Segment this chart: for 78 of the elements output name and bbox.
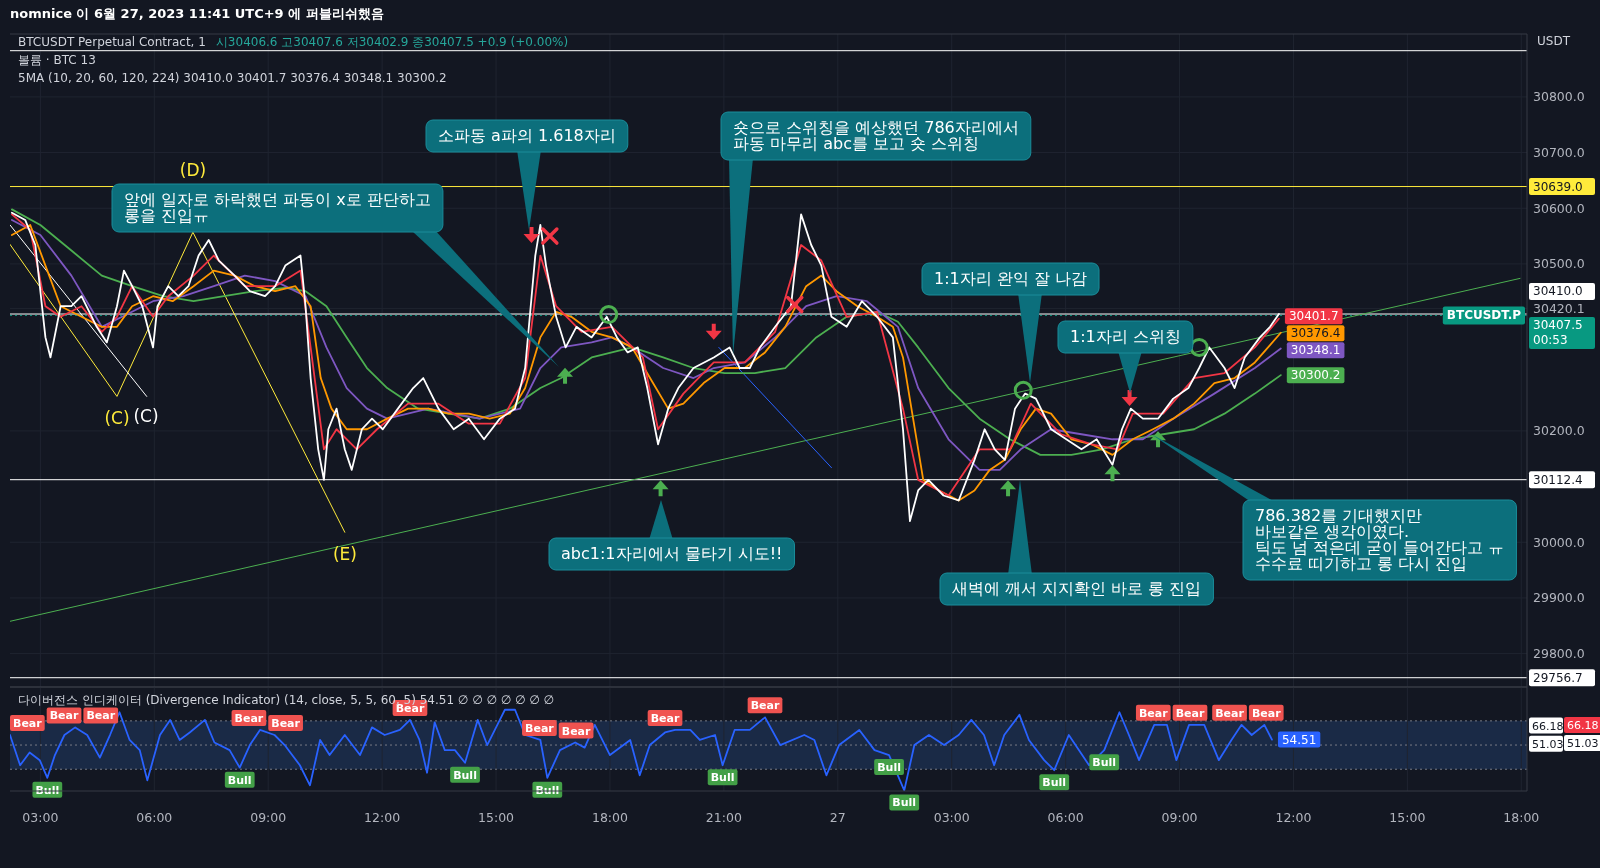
annotation: 5MA (10, 20, 60, 120, 224) 30410.0 30401.7 30376.4 30348.1 30300.2	[18, 71, 447, 85]
data-label: 30300.2	[1290, 368, 1341, 383]
x-tick-label: 15:00	[478, 810, 515, 825]
x-tick-label: 18:00	[1503, 810, 1540, 825]
annotation: Bear	[13, 717, 43, 731]
annotation: Bear	[1215, 706, 1245, 720]
annotation: (D)	[179, 160, 207, 180]
chart-subtitle: 시30406.6 고30407.6 저30402.9 종30407.5 +0.9 (+0.00%)	[215, 35, 569, 49]
annotation: 새벽에 깨서 지지확인 바로 롱 진입	[952, 579, 1202, 598]
x-tick-label: 09:00	[1161, 810, 1198, 825]
annotation: 소파동 a파의 1.618자리	[438, 126, 616, 145]
annotation: 숏으로 스위칭을 예상했던 786자리에서 파동 마무리 abc를 보고 숏 스위칭	[733, 118, 1019, 153]
y-tick-label: 29800.0	[1533, 646, 1585, 662]
annotation: Bull	[710, 771, 735, 785]
annotation: Bear	[86, 709, 116, 723]
x-tick-label: 18:00	[591, 810, 629, 825]
y-tick-label: 30000.0	[1533, 534, 1585, 550]
text: nomnice 이 6월 27, 2023 11:41 UTC+9 에 퍼블리쉬했음	[10, 6, 384, 21]
annotation: Bear	[650, 711, 680, 725]
annotation: Bear	[1251, 706, 1282, 720]
annotation: (C)	[133, 406, 159, 426]
y-axis-title: USDT	[1537, 34, 1571, 48]
callout: 786.382를 기대했지만 바보같은 생각이였다. 틱도 넘 적은데 굳이 들어간다고 ㅠ 수수료 띠기하고 롱 다시 진입	[1151, 434, 1517, 581]
annotation: (E)	[332, 544, 358, 564]
annotation: Bear	[1138, 706, 1169, 720]
annotation: Bull	[1092, 756, 1117, 770]
annotation: BTCUSDT.P	[1446, 308, 1522, 323]
y-tick-label: 30420.1	[1533, 300, 1585, 316]
x-tick-label: 12:00	[1275, 810, 1312, 825]
x-tick-label: 27	[829, 810, 846, 825]
annotation: Bear	[750, 699, 780, 713]
x-tick-label: 21:00	[705, 810, 742, 825]
y-tick-label: 30200.0	[1533, 423, 1585, 439]
annotation: Bull	[453, 768, 477, 782]
callout: 새벽에 깨서 지지확인 바로 롱 진입	[939, 480, 1214, 606]
annotation: Bear	[49, 709, 79, 723]
y-tick-label: 30700.0	[1533, 145, 1585, 161]
annotation: Bull	[1042, 776, 1067, 790]
y-tick-label: 30500.0	[1533, 256, 1585, 272]
data-label: 30376.4	[1290, 326, 1341, 341]
ref-line-label: 30112.4	[1533, 472, 1583, 487]
annotation: Bull	[877, 761, 901, 775]
ref-line-label: 30407.5 00:53	[1533, 318, 1583, 348]
annotation: Bull	[227, 773, 252, 787]
ref-line-label: 30639.0	[1533, 179, 1583, 194]
annotation: 1:1자리 완익 잘 나감	[934, 269, 1088, 288]
ref-line-label: 29756.7	[1533, 670, 1583, 685]
annotation: 1:1자리 스위칭	[1070, 327, 1181, 346]
annotation: 786.382를 기대했지만 바보같은 생각이였다. 틱도 넘 적은데 굳이 들어간다고 ㅠ 수수료 띠기하고 롱 다시 진입	[1255, 506, 1505, 573]
y-tick-label: 30800.0	[1533, 89, 1585, 105]
ref-line-label: 30410.0	[1533, 284, 1583, 299]
annotation: 볼륨 · BTC 13	[18, 53, 96, 67]
annotation: Bear	[525, 721, 555, 735]
annotation: Bear	[1175, 706, 1205, 720]
annotation: Bull	[35, 783, 60, 797]
x-tick-label: 12:00	[364, 810, 401, 825]
annotation: (C)	[104, 408, 130, 428]
x-tick-label: 15:00	[1389, 810, 1426, 825]
x-tick-label: 06:00	[1047, 810, 1084, 825]
data-label: 54.51	[1281, 732, 1317, 747]
annotation: Bear	[234, 711, 264, 725]
annotation: Bear	[561, 724, 592, 738]
y-tick-label: 30600.0	[1533, 200, 1585, 216]
x-tick-label: 03:00	[22, 810, 59, 825]
annotation: Bear	[271, 717, 301, 731]
annotation: Bull	[535, 783, 560, 797]
callout: abc1:1자리에서 물타기 시도!!	[548, 500, 795, 571]
y-tick-label: 29900.0	[1533, 590, 1585, 606]
chart-title: BTCUSDT Perpetual Contract, 1	[18, 35, 206, 49]
annotation: Bull	[892, 796, 917, 810]
data-label: 30401.7	[1288, 309, 1339, 324]
annotation: abc1:1자리에서 물타기 시도!!	[561, 544, 783, 563]
data-label: 30348.1	[1290, 343, 1341, 358]
x-tick-label: 09:00	[250, 810, 287, 825]
x-tick-label: 03:00	[933, 810, 970, 825]
line-series	[10, 231, 346, 533]
x-tick-label: 06:00	[136, 810, 173, 825]
callout: 1:1자리 스위칭	[1057, 320, 1194, 393]
